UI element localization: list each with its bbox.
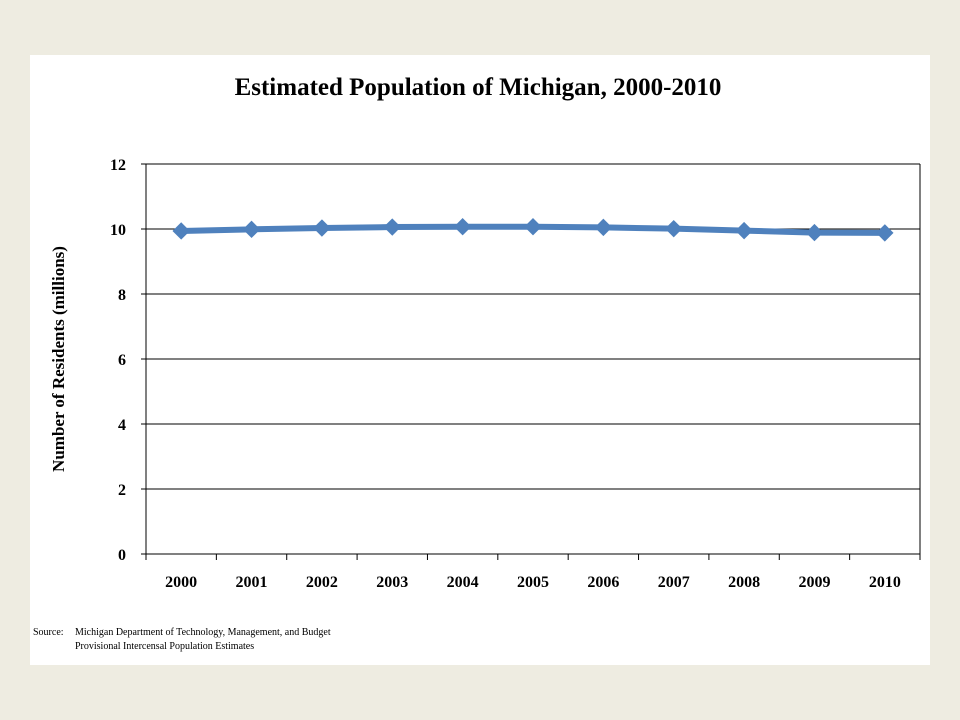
source-note: Source: Michigan Department of Technology… [33, 626, 331, 654]
y-tick-label-2: 2 [118, 482, 126, 499]
data-point-2000 [172, 222, 190, 240]
x-tick-label-2005: 2005 [517, 574, 549, 591]
source-line-1: Michigan Department of Technology, Manag… [75, 627, 331, 638]
x-tick-label-2009: 2009 [798, 574, 830, 591]
x-tick-label-2008: 2008 [728, 574, 760, 591]
y-tick-label-12: 12 [110, 157, 126, 174]
y-tick-label-4: 4 [118, 417, 126, 434]
x-tick-label-2010: 2010 [869, 574, 901, 591]
x-tick-label-2002: 2002 [306, 574, 338, 591]
y-tick-label-8: 8 [118, 287, 126, 304]
data-point-2010 [876, 224, 894, 242]
data-point-2001 [242, 220, 261, 239]
y-tick-label-10: 10 [110, 222, 126, 239]
data-point-2004 [453, 218, 472, 236]
x-tick-label-2006: 2006 [587, 574, 619, 591]
source-prefix: Source: [33, 627, 64, 638]
x-tick-label-2001: 2001 [236, 574, 268, 591]
data-point-2005 [524, 218, 542, 236]
x-tick-label-2004: 2004 [447, 574, 479, 591]
data-point-2007 [665, 219, 683, 238]
data-point-2009 [805, 223, 824, 242]
y-tick-label-0: 0 [118, 547, 126, 564]
data-point-2002 [313, 219, 331, 237]
data-point-2008 [735, 221, 753, 240]
x-tick-label-2000: 2000 [165, 574, 197, 591]
chart-title: Estimated Population of Michigan, 2000-2… [234, 74, 722, 101]
data-point-2006 [594, 218, 613, 237]
source-line-2: Provisional Intercensal Population Estim… [75, 641, 255, 652]
x-tick-label-2007: 2007 [658, 574, 690, 591]
y-tick-label-6: 6 [118, 352, 126, 369]
x-tick-label-2003: 2003 [376, 574, 408, 591]
slide-panel [30, 55, 930, 665]
data-point-2003 [383, 218, 401, 236]
